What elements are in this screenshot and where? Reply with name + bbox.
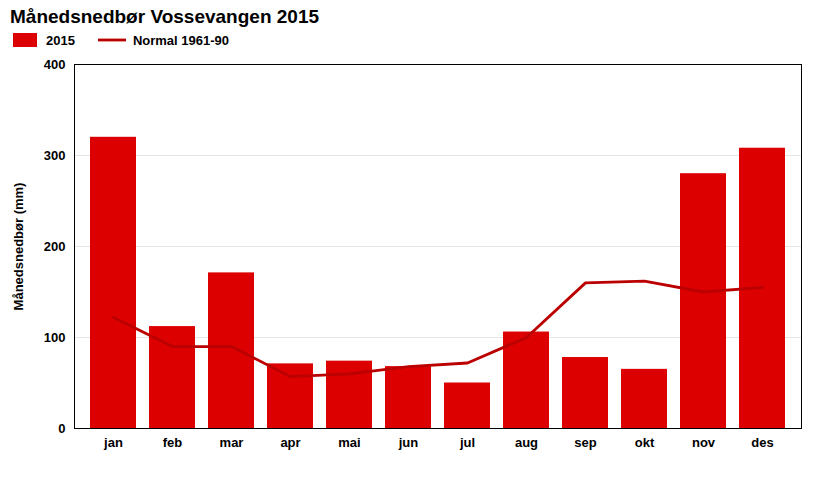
html-text:Månedsnedbør Vossevangen 2015: Månedsnedbør Vossevangen 2015 xyxy=(10,6,319,27)
svg-text:aug: aug xyxy=(515,435,538,450)
svg-text:mar: mar xyxy=(220,435,244,450)
svg-text:mai: mai xyxy=(338,435,360,450)
svg-text:sep: sep xyxy=(574,435,596,450)
svg-text:jul: jul xyxy=(459,435,475,450)
svg-text:jan: jan xyxy=(103,435,123,450)
html-text:Normal 1961-90: Normal 1961-90 xyxy=(132,32,229,48)
svg-text:200: 200 xyxy=(44,239,66,254)
svg-text:300: 300 xyxy=(44,148,66,163)
svg-text:400: 400 xyxy=(44,57,66,72)
html-text:2015: 2015 xyxy=(46,32,75,48)
svg-text:feb: feb xyxy=(163,435,183,450)
svg-text:jun: jun xyxy=(398,435,419,450)
svg-text:okt: okt xyxy=(635,435,655,450)
svg-text:Månedsnedbør (mm): Månedsnedbør (mm) xyxy=(11,183,26,311)
svg-text:apr: apr xyxy=(280,435,300,450)
svg-text:0: 0 xyxy=(58,421,65,436)
svg-text:nov: nov xyxy=(692,435,716,450)
svg-text:100: 100 xyxy=(44,330,66,345)
svg-text:des: des xyxy=(751,435,773,450)
